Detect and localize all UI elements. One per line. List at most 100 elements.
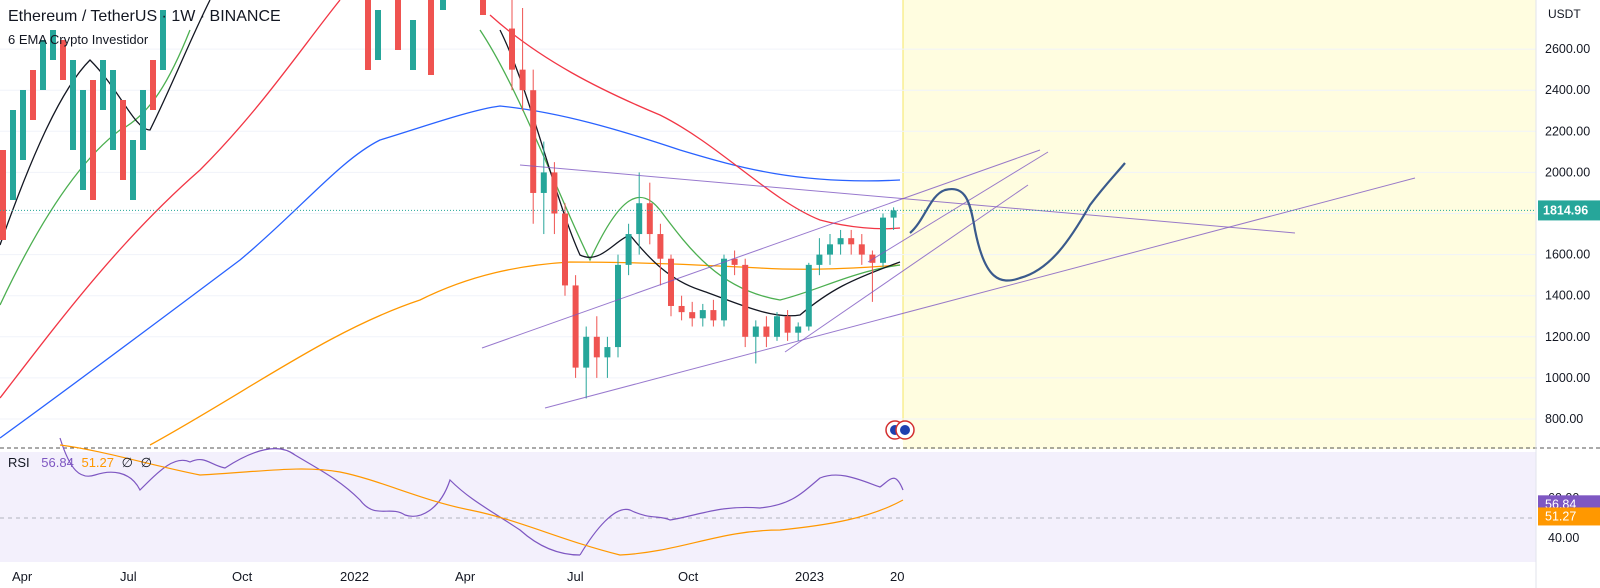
candle xyxy=(583,336,590,368)
trendline xyxy=(519,164,1296,234)
candle xyxy=(625,234,632,265)
candle xyxy=(827,244,833,255)
candle xyxy=(395,0,401,50)
candle xyxy=(636,203,643,235)
last-price-text: 1814.96 xyxy=(1543,203,1588,217)
time-axis-label: Oct xyxy=(232,569,253,584)
chart-legend: Ethereum / TetherUS · 1W · BINANCE 6 EMA… xyxy=(8,8,281,47)
candle xyxy=(752,326,759,337)
candle xyxy=(710,310,717,321)
flag-icon xyxy=(900,425,910,435)
rsi-extra-2: ∅ xyxy=(140,455,152,470)
candle xyxy=(593,336,600,358)
candle xyxy=(668,258,674,306)
candle xyxy=(530,90,537,193)
candle xyxy=(837,238,844,245)
rsi-line xyxy=(59,437,581,556)
time-axis-label: Apr xyxy=(12,569,33,584)
trendline xyxy=(544,177,1416,409)
candle xyxy=(562,213,568,286)
candle xyxy=(509,28,515,70)
candle xyxy=(721,258,727,321)
time-axis-label: 2022 xyxy=(340,569,369,584)
candle xyxy=(805,264,812,327)
candle xyxy=(10,110,16,200)
projection-drawing xyxy=(909,162,1126,282)
price-axis-label: 1200.00 xyxy=(1545,330,1590,344)
candle xyxy=(551,172,558,214)
time-axis-label: 20 xyxy=(890,569,904,584)
candle xyxy=(480,0,486,15)
candle xyxy=(100,60,106,110)
symbol-title[interactable]: Ethereum / TetherUS · 1W · BINANCE xyxy=(8,8,281,25)
candle xyxy=(572,285,579,368)
rsi-ma-line xyxy=(59,444,904,556)
candle xyxy=(689,312,696,319)
candle xyxy=(540,172,547,193)
price-axis-label: 2600.00 xyxy=(1545,42,1590,56)
candle xyxy=(80,90,86,190)
indicator-label[interactable]: 6 EMA Crypto Investidor xyxy=(8,32,149,47)
price-axis-label: 1600.00 xyxy=(1545,248,1590,262)
rsi-ma-badge xyxy=(1538,507,1600,526)
ema-orange-line xyxy=(149,261,901,446)
candle xyxy=(0,150,6,240)
rsi-axis-label: 40.00 xyxy=(1548,531,1579,545)
candle xyxy=(365,0,371,70)
rsi-extra-1: ∅ xyxy=(121,455,133,470)
candle xyxy=(50,30,56,60)
candle xyxy=(410,20,416,70)
candle xyxy=(657,234,664,259)
candle xyxy=(784,316,791,333)
candle xyxy=(678,305,685,313)
candle xyxy=(20,90,26,160)
rsi-line xyxy=(579,474,904,556)
candle xyxy=(160,10,166,70)
time-axis-label: Apr xyxy=(455,569,476,584)
future-zone xyxy=(903,0,1536,449)
rsi-legend[interactable]: RSI 56.84 51.27 ∅ ∅ xyxy=(8,455,152,471)
candle xyxy=(774,316,780,337)
price-axis-label: 1400.00 xyxy=(1545,289,1590,303)
candle xyxy=(848,238,855,245)
candle xyxy=(440,0,446,10)
last-price-badge xyxy=(1538,200,1600,221)
candle xyxy=(428,0,434,75)
candle xyxy=(646,203,653,235)
candle xyxy=(615,264,621,348)
candle xyxy=(816,254,823,265)
price-axis-label: 1000.00 xyxy=(1545,371,1590,385)
rsi-value: 56.84 xyxy=(41,455,74,470)
ema-red-line xyxy=(0,0,901,399)
rsi-label: RSI xyxy=(8,455,30,470)
candle xyxy=(890,210,897,218)
candle xyxy=(90,80,96,200)
candle xyxy=(858,244,865,255)
candle xyxy=(375,10,381,60)
candle xyxy=(60,40,66,80)
price-axis-label: 2400.00 xyxy=(1545,83,1590,97)
candle xyxy=(120,100,126,180)
candle xyxy=(763,326,770,337)
candle xyxy=(519,69,526,91)
candle xyxy=(110,70,116,150)
candle xyxy=(731,258,738,265)
price-axis-label: 2200.00 xyxy=(1545,124,1590,138)
candle xyxy=(150,60,156,110)
price-axis-label: 800.00 xyxy=(1545,412,1583,426)
time-axis-label: Jul xyxy=(120,569,137,584)
price-axis-label: 2000.00 xyxy=(1545,165,1590,179)
candle xyxy=(130,140,136,200)
candle xyxy=(742,264,749,337)
candle xyxy=(70,60,76,150)
candle xyxy=(604,347,611,358)
rsi-ma-badge-text: 51.27 xyxy=(1545,509,1576,523)
event-markers xyxy=(885,420,915,440)
ema-blue-line xyxy=(0,105,901,439)
candle xyxy=(40,40,46,90)
rsi-ma-value: 51.27 xyxy=(81,455,115,470)
candle xyxy=(880,217,886,263)
trendline xyxy=(481,149,1041,349)
time-axis-label: Jul xyxy=(567,569,584,584)
